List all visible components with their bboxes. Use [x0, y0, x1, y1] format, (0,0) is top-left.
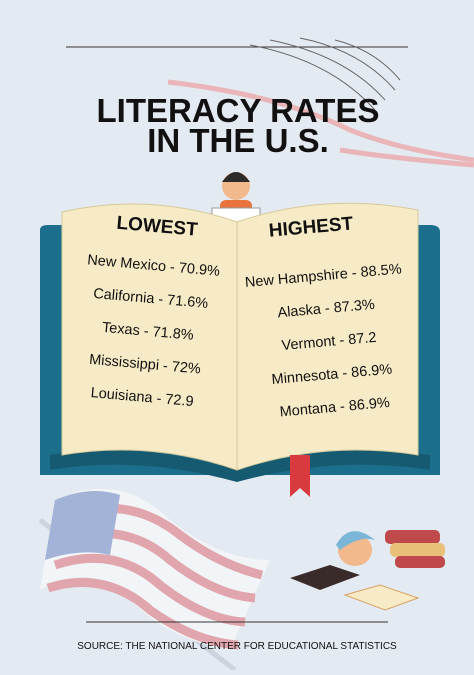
- list-item: Texas - 71.8%: [101, 320, 194, 344]
- flag-illustration: [38, 488, 270, 672]
- girl-illustration: [290, 530, 445, 611]
- title-line: LITERACY RATES: [97, 92, 380, 129]
- deco-fork: [167, 79, 474, 168]
- deco-lines: [249, 37, 401, 111]
- source-note: SOURCE: THE NATIONAL CENTER FOR EDUCATIO…: [77, 641, 397, 652]
- title-line: IN THE U.S.: [147, 122, 329, 159]
- book: [40, 202, 440, 497]
